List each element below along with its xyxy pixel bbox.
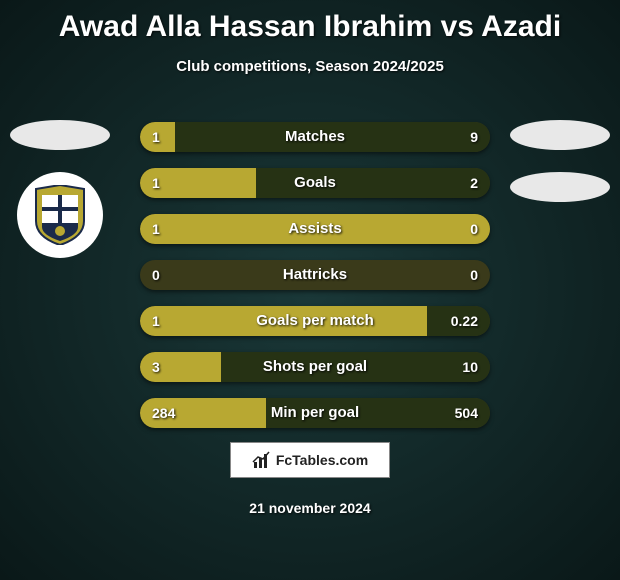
bar-label: Goals per match <box>140 306 490 336</box>
bar-value-left: 1 <box>152 122 160 152</box>
bar-label: Min per goal <box>140 398 490 428</box>
stat-bar: Shots per goal3 10 <box>140 352 490 382</box>
bar-label: Goals <box>140 168 490 198</box>
bar-value-right: 0 <box>470 214 478 244</box>
bar-label: Hattricks <box>140 260 490 290</box>
player-right-ellipse-1 <box>510 120 610 150</box>
stat-bar: Hattricks0 0 <box>140 260 490 290</box>
bar-value-right: 504 <box>455 398 478 428</box>
page-title: Awad Alla Hassan Ibrahim vs Azadi <box>0 0 620 44</box>
logo-text: FcTables.com <box>276 452 368 468</box>
bar-label: Assists <box>140 214 490 244</box>
stat-bar: Assists1 0 <box>140 214 490 244</box>
player-right-ellipse-2 <box>510 172 610 202</box>
comparison-bars: Matches19Goals12Assists10Hattricks00Goal… <box>140 122 490 444</box>
chart-icon <box>252 450 272 470</box>
bar-value-left: 0 <box>152 260 160 290</box>
bar-value-left: 1 <box>152 306 160 336</box>
fctables-logo[interactable]: FcTables.com <box>230 442 390 478</box>
stat-bar: Goals per match1 0.22 <box>140 306 490 336</box>
bar-value-left: 1 <box>152 214 160 244</box>
date-text: 21 november 2024 <box>0 500 620 516</box>
bar-value-right: 0.22 <box>451 306 478 336</box>
bar-value-left: 3 <box>152 352 160 382</box>
bar-label: Shots per goal <box>140 352 490 382</box>
bar-value-right: 9 <box>470 122 478 152</box>
bar-value-right: 0 <box>470 260 478 290</box>
left-player-column <box>10 120 110 258</box>
bar-value-left: 1 <box>152 168 160 198</box>
stat-bar: Goals1 2 <box>140 168 490 198</box>
club-shield-icon <box>34 185 86 245</box>
stat-bar: Matches1 9 <box>140 122 490 152</box>
page-subtitle: Club competitions, Season 2024/2025 <box>0 58 620 75</box>
bar-value-left: 284 <box>152 398 175 428</box>
bar-value-right: 10 <box>462 352 478 382</box>
player-left-badge <box>17 172 103 258</box>
player-left-ellipse <box>10 120 110 150</box>
stat-bar: Min per goal284 504 <box>140 398 490 428</box>
right-player-column <box>510 120 610 224</box>
bar-label: Matches <box>140 122 490 152</box>
bar-value-right: 2 <box>470 168 478 198</box>
